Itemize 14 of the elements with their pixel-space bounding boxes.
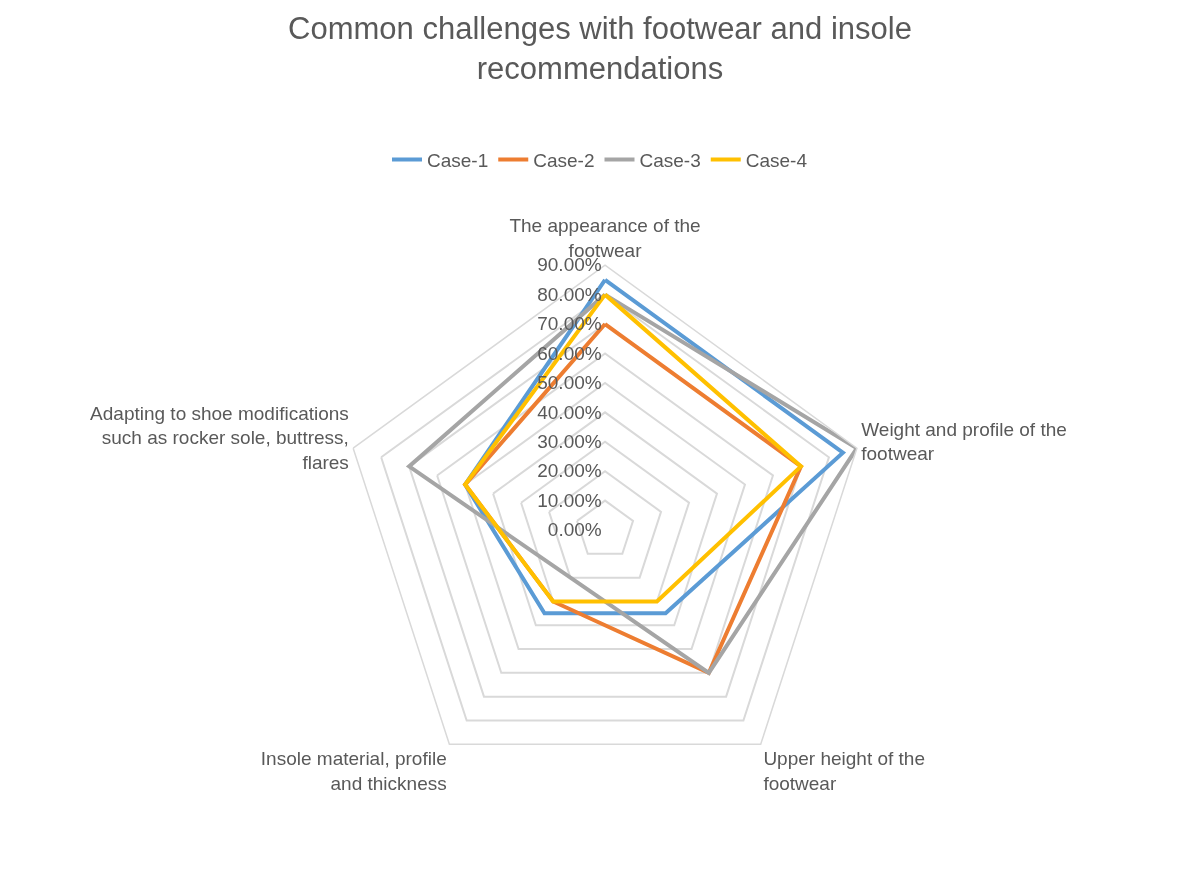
chart-title: Common challenges with footwear and insole recommendations <box>288 11 912 87</box>
y-tick-label: 0.00% <box>547 519 602 541</box>
legend-label: Case-2 <box>533 150 595 172</box>
legend-label: Case-1 <box>427 150 489 172</box>
y-tick-label: 10.00% <box>537 489 602 511</box>
y-tick-label: 40.00% <box>537 401 602 423</box>
y-tick-label: 30.00% <box>537 430 602 452</box>
spoke-label: Adapting to shoe modifications such as rocker sole, buttress, flares <box>90 402 349 473</box>
spoke-label: Upper height of the footwear <box>763 747 925 794</box>
legend-label: Case-4 <box>745 150 808 172</box>
spoke-label: Weight and profile of the footwear <box>861 418 1067 465</box>
legend-label: Case-3 <box>639 150 701 172</box>
y-tick-label: 20.00% <box>537 460 602 482</box>
spoke-label: Insole material, profile and thickness <box>260 747 447 794</box>
